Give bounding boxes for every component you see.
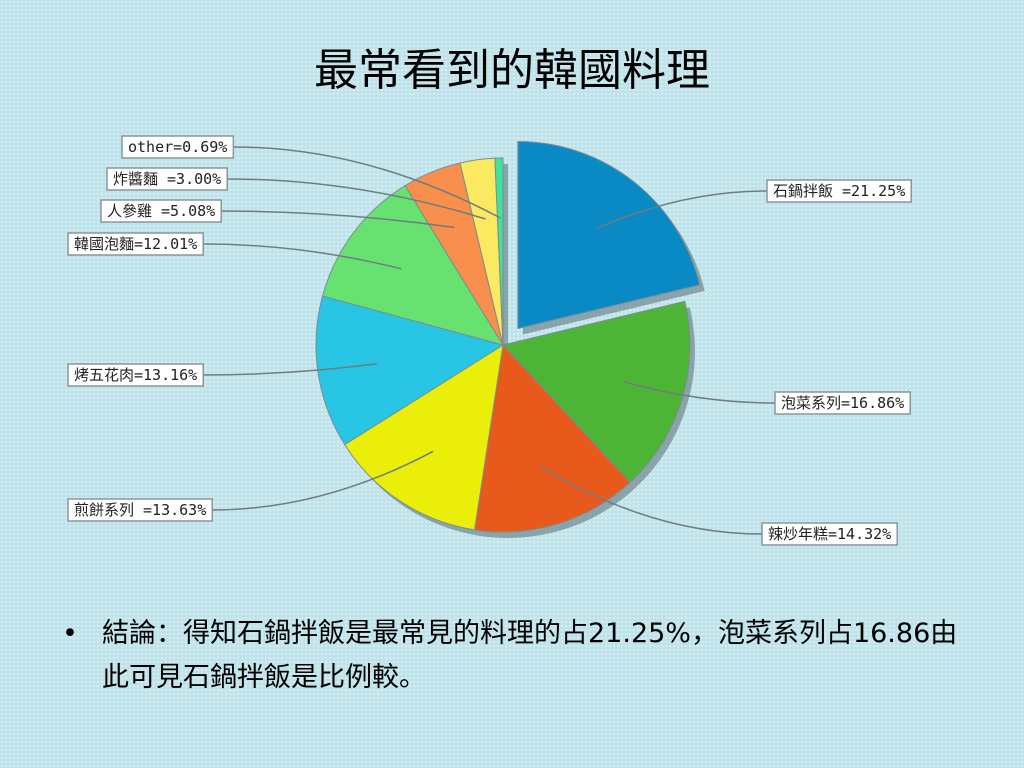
leader-line bbox=[203, 243, 402, 270]
slice-label: 石鍋拌飯 =21.25% bbox=[773, 182, 905, 200]
slice-label: other=0.69% bbox=[128, 138, 227, 156]
slice-label-box bbox=[67, 498, 213, 522]
leader-line bbox=[227, 178, 486, 220]
bullet-icon: • bbox=[62, 618, 78, 649]
slice-label: 辣炒年糕=14.32% bbox=[768, 525, 891, 543]
slide-title: 最常看到的韓國料理 bbox=[314, 45, 710, 96]
slice-label-box bbox=[106, 167, 228, 191]
leader-line bbox=[221, 210, 455, 229]
slice-label-box bbox=[761, 522, 898, 546]
leader-line bbox=[596, 190, 768, 230]
slice-label-box bbox=[121, 135, 235, 159]
slice-label: 泡菜系列=16.86% bbox=[781, 394, 904, 412]
conclusion-bullet: • 結論：得知石鍋拌飯是最常見的料理的占21.25%，泡菜系列占16.86由此可… bbox=[62, 612, 962, 700]
leader-line bbox=[212, 450, 434, 511]
pie-slice bbox=[321, 184, 505, 346]
conclusion-text: 結論：得知石鍋拌飯是最常見的料理的占21.25%，泡菜系列占16.86由此可見石… bbox=[102, 618, 958, 693]
slice-label-box bbox=[100, 199, 222, 223]
slice-label-box bbox=[766, 179, 912, 203]
leader-line bbox=[203, 363, 378, 376]
slice-label: 人參雞 =5.08% bbox=[107, 202, 215, 220]
leader-line bbox=[539, 465, 763, 535]
pie-slice bbox=[517, 141, 701, 330]
slice-label: 烤五花肉=13.16% bbox=[74, 366, 197, 384]
pie-slice bbox=[473, 343, 631, 533]
slice-label-box bbox=[67, 232, 204, 256]
pie-chart: 石鍋拌飯 =21.25% 泡菜系列=16.86% 辣炒年糕=14.32% 煎餅系列 =… bbox=[67, 135, 912, 546]
slice-label: 炸醬麵 =3.00% bbox=[113, 170, 221, 188]
pie-slice bbox=[344, 343, 504, 531]
slice-label: 韓國泡麵=12.01% bbox=[74, 235, 197, 253]
slice-label-box bbox=[774, 391, 911, 415]
leader-line bbox=[624, 381, 776, 404]
pie-slice bbox=[502, 300, 691, 483]
pie-slice bbox=[315, 295, 505, 446]
leader-line bbox=[233, 146, 501, 219]
pie-slice bbox=[494, 157, 504, 346]
slice-label: 煎餅系列 =13.63% bbox=[74, 501, 206, 519]
slice-label-box bbox=[67, 363, 204, 387]
